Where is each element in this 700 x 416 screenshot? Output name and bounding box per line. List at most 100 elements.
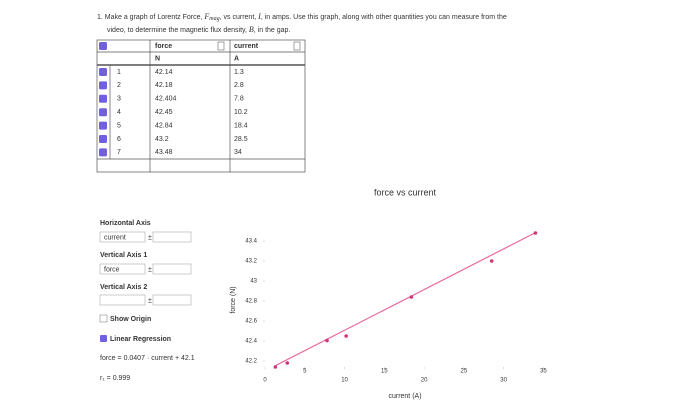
- x-axis-label: current (A): [388, 393, 421, 400]
- cell: 28.5: [234, 136, 248, 143]
- select[interactable]: [99, 294, 146, 306]
- row-index: 1: [117, 69, 121, 76]
- label: Linear Regression: [110, 336, 171, 343]
- column-header: current: [234, 43, 259, 50]
- x-tick-label: 15: [381, 369, 388, 375]
- y-tick-label: 42.4: [245, 339, 257, 345]
- row-checkbox[interactable]: [99, 68, 107, 76]
- cell: 34: [234, 149, 242, 156]
- checkbox[interactable]: [99, 314, 108, 323]
- r-label: r₁ =: [100, 375, 111, 382]
- checkbox[interactable]: [100, 335, 107, 342]
- cell: 42.84: [155, 122, 173, 129]
- point: [533, 231, 538, 235]
- row-checkbox[interactable]: [99, 94, 107, 103]
- point: [325, 338, 329, 343]
- row-checkbox[interactable]: [99, 135, 107, 143]
- slope: 0.0407: [124, 355, 146, 362]
- select-all-checkbox[interactable]: [99, 42, 107, 50]
- plus-minus: ±: [148, 234, 152, 241]
- cell: 43.2: [155, 136, 169, 143]
- select-value: current: [104, 234, 126, 241]
- plus-minus: ±: [148, 297, 152, 304]
- select-value: force: [104, 266, 120, 273]
- x-tick-label: 5: [303, 369, 307, 375]
- point: [285, 361, 290, 365]
- chart-title: force vs current: [374, 187, 437, 197]
- row-index: 6: [117, 136, 121, 143]
- label: Show Origin: [110, 316, 151, 323]
- column-menu[interactable]: [293, 41, 301, 51]
- r-value: r₁ = 0.999: [100, 375, 130, 382]
- row-checkbox[interactable]: [99, 121, 107, 130]
- intercept: 42.1: [181, 355, 195, 362]
- r: 0.999: [113, 375, 131, 382]
- y-tick-label: 43.4: [245, 239, 257, 245]
- q-var: F: [203, 12, 209, 21]
- point: [409, 295, 414, 299]
- row-index: 4: [117, 109, 121, 116]
- point: [273, 365, 278, 369]
- row-index: 5: [117, 122, 121, 129]
- input[interactable]: [152, 263, 192, 275]
- x-tick-label: 25: [461, 369, 468, 375]
- cell: 42.404: [155, 96, 177, 103]
- equation: force = 0.0407 · current + 42.1: [100, 355, 195, 362]
- cell: 2.8: [234, 82, 244, 89]
- cell: 10.2: [234, 109, 248, 116]
- q-sub: mag: [209, 16, 219, 22]
- y-tick-label: 42.8: [245, 299, 257, 305]
- y-tick-label: 42.2: [245, 359, 257, 365]
- label: Horizontal Axis: [100, 220, 151, 227]
- table-frame: [96, 39, 306, 173]
- row-checkbox[interactable]: [99, 148, 107, 157]
- column-menu[interactable]: [217, 41, 225, 51]
- left-panel: Horizontal Axis current ± Vertical Axis …: [99, 220, 195, 382]
- cell: 7.8: [234, 96, 244, 103]
- question-2: video, to determine the magnetic flux de…: [107, 25, 290, 34]
- cell: 1.3: [234, 69, 244, 76]
- x-tick-label: 10: [341, 378, 348, 384]
- point: [489, 259, 494, 263]
- column-unit: N: [155, 55, 160, 62]
- q-var: B: [249, 25, 254, 34]
- row-index: 3: [117, 96, 121, 103]
- row-checkbox[interactable]: [99, 108, 107, 117]
- cell: 18.4: [234, 122, 248, 129]
- point: [344, 334, 348, 338]
- row-index: 7: [117, 149, 121, 156]
- cell: 42.18: [155, 82, 173, 89]
- row-index: 2: [117, 82, 121, 89]
- label: Vertical Axis 2: [100, 284, 147, 291]
- select[interactable]: [99, 231, 146, 243]
- cell: 43.48: [155, 149, 173, 156]
- column-unit: A: [234, 55, 239, 62]
- q-text: 1. Make a graph of Lorentz Force,: [97, 14, 202, 21]
- cell: 42.14: [155, 69, 173, 76]
- plus-minus: ±: [148, 266, 152, 273]
- q-var: I: [257, 12, 261, 21]
- q-text: , in the gap.: [254, 27, 291, 34]
- y-axis-label: force (N): [230, 286, 237, 313]
- column-header: force: [155, 43, 172, 50]
- x-tick-label: 35: [540, 369, 547, 375]
- select[interactable]: [99, 263, 146, 275]
- row-checkbox[interactable]: [99, 81, 107, 90]
- y-tick-label: 43.2: [245, 259, 257, 265]
- question: 1. Make a graph of Lorentz Force, Fmag, …: [97, 12, 507, 23]
- x-tick-label: 0: [263, 378, 267, 384]
- q-text: , vs current,: [220, 14, 257, 21]
- y-tick-label: 42.6: [245, 319, 257, 325]
- label: Vertical Axis 1: [100, 252, 147, 259]
- regression-line: [275, 232, 536, 367]
- eq-text: · current +: [147, 355, 179, 362]
- y-tick-label: 43: [250, 279, 257, 285]
- x-tick-label: 30: [500, 378, 507, 384]
- input[interactable]: [152, 231, 192, 243]
- input[interactable]: [152, 294, 192, 306]
- q-text: video, to determine the magnetic flux de…: [107, 27, 247, 34]
- eq-text: force =: [100, 355, 122, 362]
- q-text: , in amps. Use this graph, along with ot…: [261, 14, 507, 21]
